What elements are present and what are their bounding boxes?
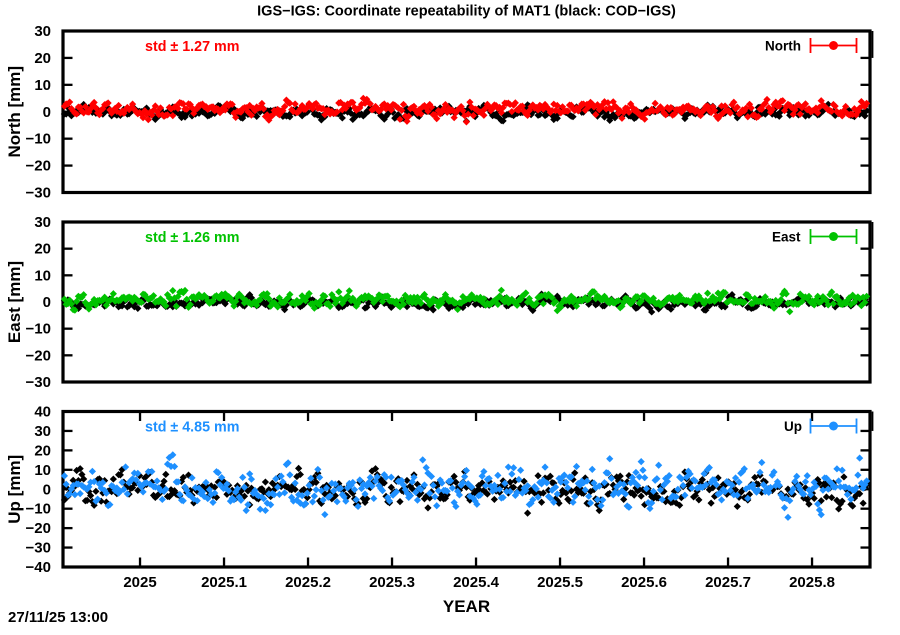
svg-text:30: 30: [34, 23, 51, 40]
svg-text:std ± 1.27 mm: std ± 1.27 mm: [145, 39, 239, 55]
svg-text:−40: −40: [26, 559, 51, 576]
svg-text:20: 20: [34, 50, 51, 67]
svg-text:2025.5: 2025.5: [537, 574, 583, 591]
svg-text:std ± 4.85 mm: std ± 4.85 mm: [145, 420, 239, 436]
svg-text:2025.1: 2025.1: [201, 574, 247, 591]
svg-text:−10: −10: [26, 501, 51, 518]
svg-text:−30: −30: [26, 185, 51, 202]
svg-text:−20: −20: [26, 347, 51, 364]
svg-text:East [mm]: East [mm]: [5, 261, 24, 343]
svg-text:−20: −20: [26, 158, 51, 175]
svg-text:IGS−IGS: Coordinate repeatabil: IGS−IGS: Coordinate repeatability of MAT…: [257, 3, 676, 19]
svg-text:0: 0: [43, 481, 51, 498]
svg-text:−30: −30: [26, 374, 51, 391]
svg-text:−10: −10: [26, 131, 51, 148]
svg-text:2025.8: 2025.8: [789, 574, 835, 591]
svg-text:−20: −20: [26, 520, 51, 537]
svg-text:10: 10: [34, 462, 51, 479]
svg-text:−10: −10: [26, 321, 51, 338]
svg-text:0: 0: [43, 294, 51, 311]
svg-text:30: 30: [34, 423, 51, 440]
svg-text:2025.4: 2025.4: [453, 574, 500, 591]
svg-text:North: North: [765, 39, 801, 54]
svg-text:20: 20: [34, 241, 51, 258]
svg-text:Up: Up: [784, 419, 802, 434]
svg-text:2025.7: 2025.7: [705, 574, 751, 591]
svg-text:10: 10: [34, 267, 51, 284]
svg-text:2025.3: 2025.3: [369, 574, 415, 591]
svg-text:std ± 1.26 mm: std ± 1.26 mm: [145, 230, 239, 246]
svg-text:30: 30: [34, 214, 51, 231]
svg-text:0: 0: [43, 104, 51, 121]
svg-text:40: 40: [34, 404, 51, 421]
svg-text:2025.2: 2025.2: [285, 574, 331, 591]
svg-text:Up [mm]: Up [mm]: [5, 455, 24, 524]
svg-text:2025: 2025: [123, 574, 156, 591]
svg-text:27/11/25 13:00: 27/11/25 13:00: [8, 609, 108, 626]
svg-text:YEAR: YEAR: [443, 597, 490, 616]
svg-text:20: 20: [34, 442, 51, 459]
svg-text:East: East: [772, 230, 801, 245]
svg-text:10: 10: [34, 77, 51, 94]
svg-text:−30: −30: [26, 540, 51, 557]
svg-text:2025.6: 2025.6: [621, 574, 667, 591]
svg-text:North [mm]: North [mm]: [5, 66, 24, 158]
